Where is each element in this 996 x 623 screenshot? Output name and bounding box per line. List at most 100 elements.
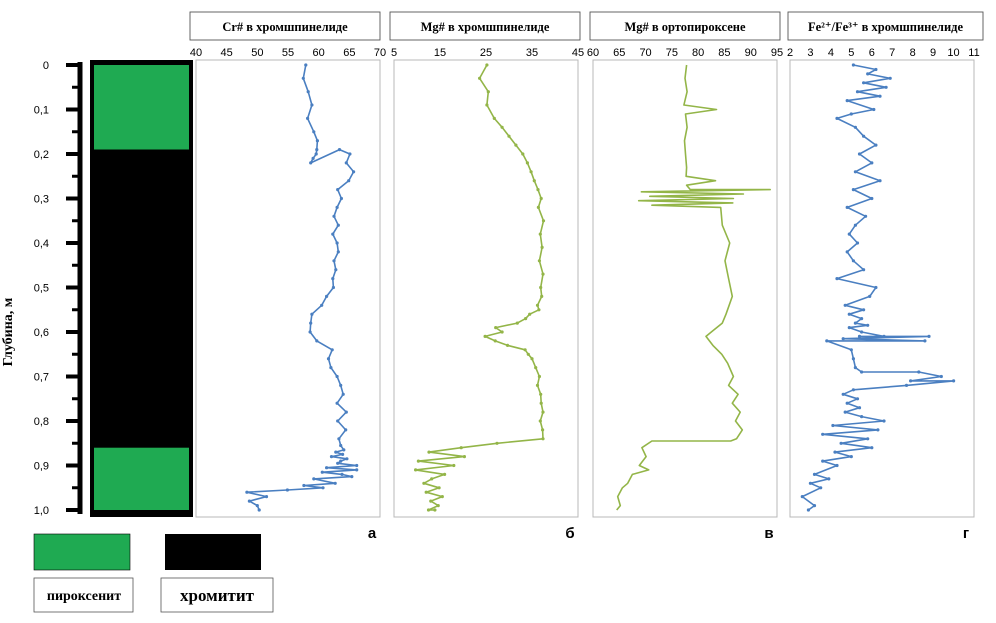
data-point: [430, 477, 434, 481]
panel-title-box: [787, 11, 984, 41]
data-point: [315, 139, 319, 143]
data-point: [860, 370, 864, 374]
panel-letter: г: [963, 525, 969, 542]
data-point: [806, 508, 811, 512]
data-point: [331, 285, 335, 290]
depth-tick-label: 0,9: [34, 461, 49, 473]
data-point: [331, 277, 335, 281]
data-point: [529, 170, 533, 174]
data-point: [486, 90, 490, 94]
data-point: [851, 357, 856, 361]
data-point: [538, 419, 542, 423]
series-line: [414, 64, 545, 511]
data-point: [532, 179, 536, 183]
data-point: [339, 443, 343, 448]
panel-title-box: [389, 11, 581, 41]
data-point: [878, 94, 882, 98]
x-tick-label: 75: [666, 47, 678, 59]
data-point: [493, 339, 497, 343]
data-point: [853, 321, 858, 325]
data-point: [835, 116, 839, 120]
data-point: [314, 152, 318, 156]
data-point: [350, 475, 354, 479]
data-point: [860, 330, 864, 334]
data-point: [917, 370, 921, 374]
data-point: [437, 486, 441, 490]
data-point: [821, 459, 825, 463]
data-point: [860, 415, 864, 419]
data-point: [433, 508, 437, 512]
data-point: [872, 107, 876, 112]
data-point: [874, 143, 878, 147]
data-point: [462, 455, 466, 459]
panel-letter: б: [565, 525, 574, 542]
data-point: [825, 339, 829, 343]
data-point: [264, 495, 269, 499]
data-point: [329, 366, 333, 370]
data-point: [541, 437, 545, 441]
data-point: [539, 392, 543, 396]
data-point: [808, 481, 813, 485]
data-point: [494, 326, 498, 330]
x-tick-label: 25: [480, 47, 492, 59]
x-tick-label: 35: [526, 47, 538, 59]
data-point: [851, 388, 856, 392]
data-point: [440, 495, 444, 499]
data-point: [336, 223, 340, 227]
data-point: [355, 468, 359, 472]
depth-ticks: 0 0,1 0,2 0,3 0,4 0,5 0,6 0,7 0,8 0,9 1,0: [34, 60, 81, 517]
data-point: [337, 437, 341, 441]
panel-2: Mg# в хромшпинелиде 5 15 25 35 45 б: [389, 11, 584, 542]
data-point: [340, 472, 344, 476]
data-point: [874, 285, 878, 290]
x-tick-label: 70: [374, 47, 386, 59]
legend-label-pyroxenite: пироксенит: [47, 589, 121, 604]
data-point: [257, 508, 261, 512]
data-point: [800, 495, 804, 499]
data-point: [344, 428, 348, 432]
data-point: [847, 232, 851, 236]
data-point: [335, 374, 339, 379]
x-tick-label: 60: [587, 47, 599, 59]
data-point: [862, 81, 866, 85]
depth-tick-label: 0,4: [34, 238, 49, 250]
data-point: [315, 339, 319, 343]
x-tick-label: 2: [787, 47, 793, 59]
data-point: [835, 277, 839, 281]
data-point: [339, 196, 343, 201]
data-point: [414, 468, 418, 472]
legend-swatch-pyroxenite: [33, 533, 131, 571]
data-point: [255, 504, 259, 508]
data-point: [839, 441, 843, 445]
data-point: [888, 76, 892, 80]
data-point: [845, 250, 849, 254]
data-point: [535, 303, 540, 307]
data-point: [853, 125, 858, 129]
panel-title-box: [589, 11, 781, 41]
data-point: [812, 504, 817, 508]
data-point: [335, 241, 339, 245]
x-tick-label: 45: [572, 47, 584, 59]
depth-tick-label: 0,3: [34, 194, 49, 206]
data-point: [514, 143, 518, 147]
data-point: [459, 446, 463, 450]
data-point: [927, 334, 931, 338]
data-point: [843, 410, 847, 414]
data-point: [849, 348, 853, 352]
data-point: [537, 308, 541, 312]
panel-frame: [592, 59, 778, 518]
lithology-legend: пироксенит хромитит: [33, 533, 274, 613]
data-point: [537, 259, 542, 263]
data-point: [870, 161, 874, 165]
data-point: [352, 170, 356, 174]
legend-swatch-chromitite: [165, 534, 261, 570]
data-point: [525, 161, 530, 165]
data-point: [831, 423, 835, 428]
data-point: [344, 161, 348, 165]
x-tick-label: 50: [251, 47, 263, 59]
data-point: [847, 326, 851, 330]
data-point: [843, 303, 847, 307]
x-tick-label: 7: [889, 47, 895, 59]
